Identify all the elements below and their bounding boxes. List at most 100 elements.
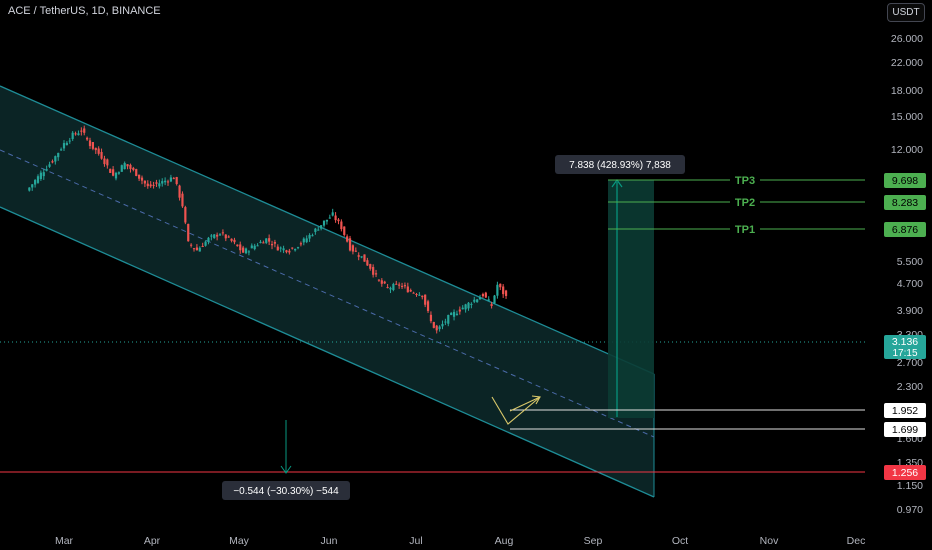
candle-body — [54, 156, 57, 162]
candle-body — [221, 232, 225, 234]
candle-body — [354, 250, 357, 252]
candle-body — [62, 143, 66, 149]
candle-body — [447, 314, 450, 324]
candles-group — [28, 125, 508, 334]
candle-body — [86, 137, 89, 140]
support-1952-badge — [884, 403, 926, 418]
candle-body — [36, 176, 40, 183]
time-axis-bg — [0, 528, 932, 550]
candle-body — [432, 322, 435, 328]
x-tick: Dec — [847, 535, 866, 547]
candle-body — [57, 152, 60, 158]
candle-body — [109, 168, 112, 173]
projection-path — [491, 396, 541, 425]
candle-body — [273, 242, 277, 244]
candle-body — [282, 248, 285, 251]
tp2-label: TP2 — [735, 197, 755, 209]
candle-body — [311, 235, 314, 237]
candle-body — [129, 164, 132, 169]
time-axis[interactable]: Mar Apr May Jun Jul Aug Sep Oct Nov Dec — [0, 528, 932, 550]
candle-body — [74, 133, 77, 135]
candle-body — [499, 283, 502, 288]
candle-body — [429, 314, 433, 322]
candle-body — [164, 180, 167, 183]
tp3-badge-value: 9.698 — [892, 175, 918, 187]
candle-body — [363, 254, 366, 262]
candle-body — [360, 256, 363, 258]
price-axis[interactable]: 26.000 22.000 18.000 15.000 12.000 5.500… — [865, 0, 932, 528]
candle-body — [481, 294, 485, 297]
candle-body — [305, 238, 308, 243]
symbol-title[interactable]: ACE / TetherUS, 1D, BINANCE — [8, 5, 161, 17]
tp3-badge — [884, 173, 926, 188]
candle-body — [467, 302, 470, 309]
candle-body — [288, 250, 291, 253]
candle-body — [91, 142, 94, 149]
candle-body — [426, 301, 430, 311]
candle-body — [201, 246, 204, 248]
y-tick: 26.000 — [891, 33, 923, 45]
candle-body — [386, 287, 389, 289]
candle-body — [398, 284, 401, 286]
last-price-countdown: 17:15 — [892, 348, 917, 359]
candle-body — [461, 307, 464, 310]
candle-body — [207, 237, 210, 242]
candle-body — [135, 169, 138, 176]
candle-body — [195, 247, 199, 251]
candle-body — [476, 299, 479, 303]
support-1699-badge — [884, 422, 926, 437]
candle-body — [357, 255, 360, 257]
candle-body — [470, 303, 473, 305]
candle-body — [346, 236, 349, 242]
candle-body — [296, 247, 300, 249]
candle-body — [380, 280, 383, 284]
candle-body — [114, 172, 118, 179]
candle-body — [123, 163, 126, 170]
candle-body — [502, 286, 505, 295]
candle-body — [392, 283, 395, 291]
tp3-label: TP3 — [735, 175, 755, 187]
candle-body — [374, 273, 378, 275]
tp1-label: TP1 — [735, 224, 755, 236]
candle-body — [268, 238, 271, 242]
x-tick: Nov — [760, 535, 779, 547]
candle-body — [120, 165, 123, 172]
candle-body — [285, 250, 288, 253]
tp1-badge-value: 6.876 — [892, 224, 918, 236]
candle-body — [308, 234, 311, 239]
y-tick: 15.000 — [891, 111, 923, 123]
candle-body — [328, 217, 331, 219]
candle-body — [435, 325, 438, 331]
candle-body — [184, 207, 187, 223]
candle-body — [302, 238, 305, 243]
candle-body — [152, 184, 155, 186]
x-tick: Jun — [321, 535, 338, 547]
y-tick: 2.700 — [897, 357, 923, 369]
candle-body — [68, 140, 71, 142]
y-tick: 3.900 — [897, 305, 923, 317]
candle-body — [490, 304, 493, 307]
candle-body — [216, 234, 219, 237]
candle-body — [143, 180, 146, 184]
candle-body — [478, 297, 482, 300]
tp2-badge-value: 8.283 — [892, 197, 918, 209]
candle-body — [100, 151, 103, 159]
candle-body — [178, 185, 181, 198]
candle-body — [493, 295, 496, 304]
tp1-badge — [884, 222, 926, 237]
candle-body — [187, 223, 190, 242]
candle-body — [496, 284, 499, 296]
candle-body — [369, 264, 372, 269]
candle-body — [28, 187, 31, 191]
candle-body — [31, 184, 34, 188]
candle-body — [161, 181, 164, 184]
candle-body — [343, 226, 346, 235]
candle-body — [172, 178, 175, 180]
candle-body — [299, 243, 303, 245]
price-axis-bg — [865, 0, 932, 528]
x-tick: Apr — [144, 535, 161, 547]
currency-button[interactable]: USDT — [887, 3, 925, 22]
y-tick: 12.000 — [891, 144, 923, 156]
